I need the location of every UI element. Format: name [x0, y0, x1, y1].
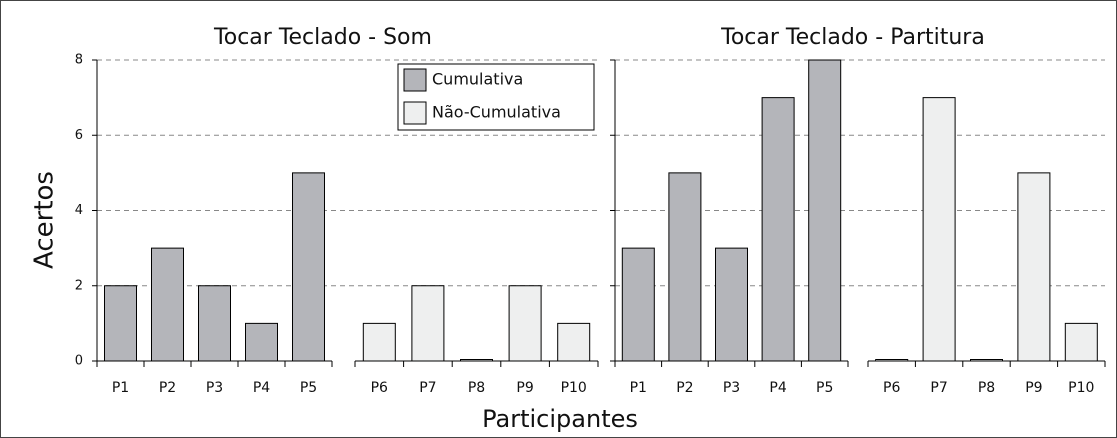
x-tick-label: P3 — [206, 380, 223, 396]
bar — [245, 322, 278, 362]
x-tick-label: P6 — [371, 380, 388, 396]
bar — [508, 285, 542, 362]
y-tick-label: 2 — [75, 278, 83, 293]
x-tick-label: P5 — [816, 380, 833, 396]
bar — [715, 247, 748, 362]
y-tick-label: 8 — [75, 53, 83, 68]
chart-title: Tocar Teclado - Partitura — [720, 25, 985, 50]
x-tick-label: P10 — [1068, 380, 1094, 396]
x-tick-label: P4 — [253, 380, 270, 396]
bar — [668, 172, 702, 362]
bar — [970, 359, 1003, 362]
legend-label: Cumulativa — [432, 70, 523, 89]
bar — [362, 322, 396, 362]
x-tick-label: P2 — [159, 380, 176, 396]
bar — [557, 322, 591, 362]
y-tick-label: 0 — [75, 354, 83, 369]
legend-box — [397, 63, 595, 131]
x-tick-label: P10 — [561, 380, 587, 396]
y-tick-label: 6 — [75, 128, 83, 143]
bar — [198, 285, 231, 362]
legend-swatch — [403, 68, 427, 92]
bar — [411, 285, 445, 362]
legend-label: Não-Cumulativa — [432, 103, 561, 122]
bar — [761, 97, 795, 362]
bar — [292, 172, 325, 362]
x-axis-label: Participantes — [482, 405, 638, 433]
legend-swatch — [403, 101, 427, 125]
bar — [104, 285, 137, 362]
x-tick-label: P1 — [630, 380, 647, 396]
x-tick-label: P2 — [676, 380, 693, 396]
bar — [460, 359, 493, 362]
bar — [151, 247, 184, 362]
bar — [621, 247, 655, 362]
x-tick-label: P5 — [300, 380, 317, 396]
bar — [922, 97, 956, 362]
x-tick-label: P6 — [883, 380, 900, 396]
x-tick-label: P7 — [419, 380, 436, 396]
x-tick-label: P1 — [112, 380, 129, 396]
bar — [808, 59, 842, 362]
x-tick-label: P9 — [516, 380, 533, 396]
x-tick-label: P7 — [930, 380, 947, 396]
x-tick-label: P9 — [1025, 380, 1042, 396]
y-tick-label: 4 — [75, 203, 83, 218]
y-axis-label: Acertos — [30, 171, 60, 269]
bar — [875, 359, 909, 362]
bar — [1017, 172, 1051, 362]
x-tick-label: P3 — [723, 380, 740, 396]
x-tick-label: P8 — [978, 380, 995, 396]
x-tick-label: P8 — [468, 380, 485, 396]
x-tick-label: P4 — [769, 380, 786, 396]
chart-title: Tocar Teclado - Som — [213, 25, 432, 50]
bar — [1064, 322, 1098, 362]
